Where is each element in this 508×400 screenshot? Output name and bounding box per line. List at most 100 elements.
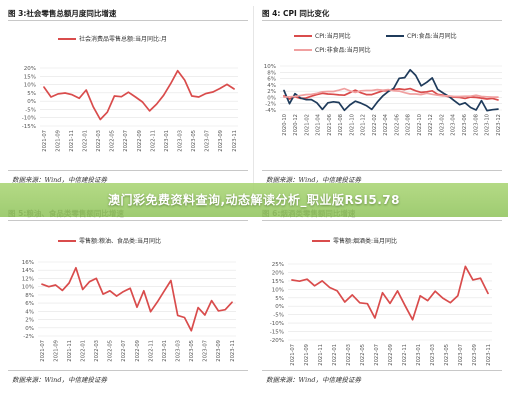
series-line <box>283 87 499 98</box>
x-tick-label: 2023-09 <box>218 130 224 152</box>
y-tick-label: 20% <box>272 270 284 276</box>
y-tick-label: 5% <box>275 296 284 302</box>
x-tick-label: 2023-11 <box>232 130 238 152</box>
y-tick-label: 10% <box>24 83 36 89</box>
x-tick-label: 2023-07 <box>205 130 211 152</box>
x-tick-label: 2021-11 <box>67 340 73 362</box>
tobacco-alcohol-chart: 25% 20% 15% 10% 5% 0% -5% -10% -15% -20% 2021-07 20… <box>270 237 492 366</box>
y-tick-label: -5% <box>25 107 36 113</box>
x-tick-label: 2022-05 <box>110 130 116 152</box>
x-tick-label: 2023-09 <box>472 344 478 366</box>
x-tick-label: 2022-03 <box>346 344 352 366</box>
y-tick-label: 2% <box>267 89 276 95</box>
y-tick-label: -10% <box>22 116 36 122</box>
x-tick-label: 2022-01 <box>81 340 87 362</box>
y-tick-label: 4% <box>267 83 276 89</box>
x-tick-label: 2023-01 <box>164 130 170 152</box>
x-tick-label: 2021-09 <box>304 344 310 366</box>
x-tick-label: 2022-11 <box>150 130 156 152</box>
x-tick-label: 2022-03 <box>94 340 100 362</box>
x-tick-label: 2022-09 <box>137 130 143 152</box>
x-tick-label: 2021-06 <box>327 114 333 136</box>
y-tick-label: 10% <box>22 285 34 291</box>
x-tick-label: 2023-09 <box>216 340 222 362</box>
x-tick-label: 2022-10 <box>417 114 423 136</box>
x-tick-label: 2022-11 <box>402 344 408 366</box>
panel-grain-food: 图 5:粮油、食品类零售额同比增速 16%14%12%10%8%6%4%2%0%… <box>0 200 254 400</box>
y-tick-label: 0% <box>27 99 36 105</box>
y-tick-label: 6% <box>267 77 276 83</box>
x-tick-label: 2022-03 <box>96 130 102 152</box>
source-note: 数据来源：Wind，中信建投证券 <box>266 176 361 184</box>
x-tick-label: 2021-11 <box>69 130 75 152</box>
y-tick-label: 0% <box>267 95 276 101</box>
x-tick-label: 2023-11 <box>230 340 236 362</box>
panel-cpi: 图 4: CPI 同比变化 10% 8% 6% 4% 2% 0% -2% -4% 2020-10… <box>254 0 508 200</box>
cpi-chart: 10%8%6%4%2%0%-2%-4% 2020-10 2020-12 2021-02… <box>264 32 502 136</box>
x-tick-label: 2021-07 <box>40 340 46 362</box>
x-tick-label: 2022-05 <box>360 344 366 366</box>
x-tick-label: 2022-11 <box>148 340 154 362</box>
y-tick-label: 25% <box>272 262 284 268</box>
y-tick-label: 5% <box>27 91 36 97</box>
y-tick-label: 10% <box>272 287 284 293</box>
source-rule <box>8 370 248 371</box>
y-tick-label: -2% <box>23 334 34 340</box>
retail-sales-chart: 20% 15% 10% 5% 0% -5% -10% -15% 2021-07 2021-09 20… <box>22 35 238 152</box>
x-tick-label: 2023-03 <box>430 344 436 366</box>
x-tick-label: 2022-07 <box>121 340 127 362</box>
x-tick-label: 2022-01 <box>83 130 89 152</box>
legend-label: 零售额:烟酒类:当月同比 <box>333 237 397 245</box>
x-tick-label: 2023-05 <box>189 340 195 362</box>
x-tick-label: 2023-12 <box>496 114 502 136</box>
y-tick-label: -5% <box>273 313 284 319</box>
y-tick-label: 0% <box>25 326 34 332</box>
y-tick-label: 15% <box>272 279 284 285</box>
y-tick-label: 10% <box>264 64 276 70</box>
x-tick-label: 2023-07 <box>458 344 464 366</box>
column-divider <box>253 6 254 194</box>
x-tick-label: 2022-09 <box>135 340 141 362</box>
x-tick-label: 2022-08 <box>406 114 412 136</box>
x-tick-label: 2023-10 <box>485 114 491 136</box>
x-tick-label: 2022-12 <box>428 114 434 136</box>
source-rule <box>8 170 248 171</box>
x-tick-label: 2022-07 <box>374 344 380 366</box>
x-tick-label: 2021-08 <box>338 114 344 136</box>
y-tick-label: 6% <box>25 301 34 307</box>
x-tick-label: 2021-10 <box>349 114 355 136</box>
y-tick-label: 4% <box>25 309 34 315</box>
x-tick-label: 2023-08 <box>473 114 479 136</box>
x-tick-label: 2023-06 <box>462 114 468 136</box>
x-tick-label: 2021-09 <box>53 340 59 362</box>
title-rule <box>262 220 502 221</box>
x-tick-label: 2020-12 <box>293 114 299 136</box>
y-tick-label: -20% <box>270 338 284 344</box>
y-tick-label: 16% <box>22 260 34 266</box>
x-tick-label: 2023-05 <box>191 130 197 152</box>
y-tick-label: 8% <box>25 293 34 299</box>
title-rule <box>8 20 248 21</box>
x-tick-label: 2023-05 <box>444 344 450 366</box>
legend-label: 社会消费品零售总额:当月同比:月 <box>79 35 167 43</box>
source-rule <box>262 170 502 171</box>
legend-label: CPI:食品:当月同比 <box>407 32 457 40</box>
x-tick-label: 2021-02 <box>304 114 310 136</box>
overlay-banner: 澳门彩免费资料查询,动态解读分析_职业版RSI5.78 <box>0 183 508 217</box>
x-tick-label: 2023-03 <box>178 130 184 152</box>
source-note: 数据来源：Wind，中信建投证券 <box>12 176 107 184</box>
legend-label: CPI:非食品:当月同比 <box>315 46 371 54</box>
chart-title: 图 4: CPI 同比变化 <box>262 9 330 18</box>
x-tick-label: 2022-07 <box>123 130 129 152</box>
x-tick-label: 2022-05 <box>108 340 114 362</box>
x-tick-label: 2022-06 <box>394 114 400 136</box>
x-tick-label: 2023-07 <box>203 340 209 362</box>
y-tick-label: -10% <box>270 321 284 327</box>
source-rule <box>262 370 502 371</box>
y-tick-label: 2% <box>25 318 34 324</box>
y-tick-label: -2% <box>265 102 276 108</box>
x-tick-label: 2021-12 <box>361 114 367 136</box>
x-tick-label: 2021-11 <box>318 344 324 366</box>
y-tick-label: 12% <box>22 276 34 282</box>
banner-text: 澳门彩免费资料查询,动态解读分析_职业版RSI5.78 <box>107 193 400 207</box>
